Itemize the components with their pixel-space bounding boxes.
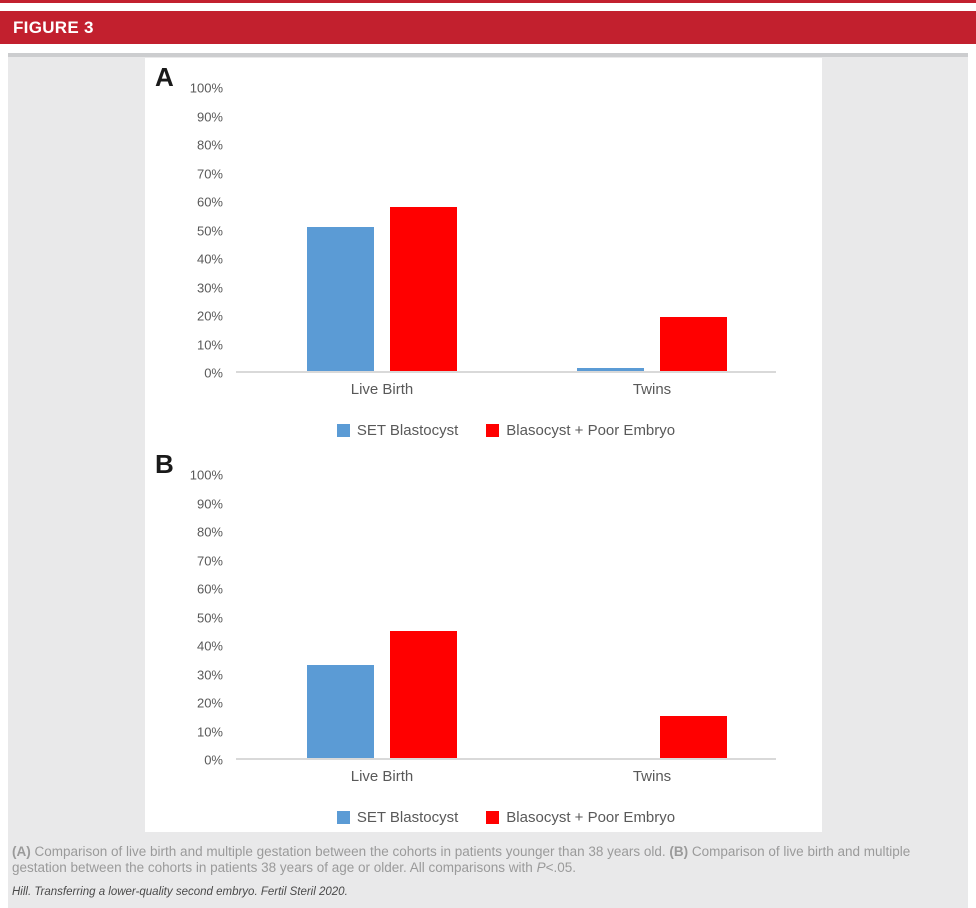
bar-group-live-birth — [236, 88, 506, 371]
y-axis: 100% 90% 80% 70% 60% 50% 40% 30% 20% 10% 0% — [145, 468, 223, 768]
y-tick-label: 40% — [196, 638, 223, 654]
y-tick-label: 70% — [196, 553, 223, 568]
chart-panel: A 100% 90% 80% 70% 60% 50% 40% 30% 20% 10% 0% Live B… — [145, 58, 822, 832]
bar-blasocyst-poor-embryo-twins — [660, 715, 727, 758]
y-tick-label: 50% — [196, 223, 223, 238]
y-tick-label: 100% — [189, 80, 223, 96]
legend-label-blasocyst-poor-embryo: Blasocyst + Poor Embryo — [506, 422, 676, 439]
top-red-rule — [0, 0, 976, 3]
category-labels: Live Birth Twins — [236, 768, 776, 785]
legend-label-blasocyst-poor-embryo: Blasocyst + Poor Embryo — [506, 809, 676, 826]
bar-set-blastocyst-live-birth — [307, 664, 374, 758]
chart-body: 100% 90% 80% 70% 60% 50% 40% 30% 20% 10% 0% Live Bi… — [145, 81, 822, 439]
figure-citation: Hill. Transferring a lower-quality secon… — [12, 886, 348, 899]
caption-b-label: (B) — [669, 844, 689, 859]
bar-set-blastocyst-twins — [577, 368, 644, 371]
legend-item-blasocyst-poor-embryo: Blasocyst + Poor Embryo — [486, 809, 675, 826]
y-tick-label: 90% — [196, 496, 223, 511]
y-tick-label: 90% — [196, 109, 223, 124]
legend-swatch-blasocyst-poor-embryo — [486, 811, 500, 824]
legend-item-blasocyst-poor-embryo: Blasocyst + Poor Embryo — [486, 422, 675, 439]
legend-item-set-blastocyst: SET Blastocyst — [336, 809, 459, 826]
legend-label-set-blastocyst: SET Blastocyst — [356, 422, 459, 439]
legend-swatch-blasocyst-poor-embryo — [486, 424, 500, 437]
y-tick-label: 60% — [196, 581, 223, 597]
bar-blasocyst-poor-embryo-live-birth — [390, 206, 457, 371]
category-labels: Live Birth Twins — [236, 381, 776, 398]
spacer — [0, 3, 976, 11]
y-tick-label: 40% — [196, 251, 223, 267]
legend-swatch-set-blastocyst — [336, 811, 350, 824]
plot-wrap: Live Birth Twins SET Blastocyst Blasocyst +… — [236, 88, 776, 439]
header-divider — [8, 53, 968, 57]
y-tick-label: 0% — [204, 752, 223, 768]
bar-group-twins — [506, 475, 776, 758]
caption-b-text: Comparison of live birth and multiple ge… — [12, 844, 911, 876]
y-axis: 100% 90% 80% 70% 60% 50% 40% 30% 20% 10% 0% — [145, 81, 223, 381]
chart-body: 100% 90% 80% 70% 60% 50% 40% 30% 20% 10% 0% Live Bi… — [145, 468, 822, 826]
legend-swatch-set-blastocyst — [336, 424, 350, 437]
legend-label-set-blastocyst: SET Blastocyst — [356, 809, 459, 826]
caption-p-value: <.05. — [545, 860, 576, 876]
spacer — [0, 44, 976, 53]
category-label-twins: Twins — [632, 381, 672, 398]
bar-group-live-birth — [236, 475, 506, 758]
figure-header: FIGURE 3 — [0, 11, 976, 44]
y-tick-label: 50% — [196, 610, 223, 625]
bar-blasocyst-poor-embryo-twins — [660, 317, 727, 371]
category-label-live-birth: Live Birth — [350, 381, 414, 398]
chart-a: A 100% 90% 80% 70% 60% 50% 40% 30% 20% 10% 0% Live B… — [145, 58, 822, 445]
y-tick-label: 60% — [196, 194, 223, 210]
plot-wrap: Live Birth Twins SET Blastocyst Blasocyst +… — [236, 475, 776, 826]
y-tick-label: 80% — [196, 524, 223, 540]
figure-caption: (A) Comparison of live birth and multipl… — [8, 844, 968, 876]
category-label-live-birth: Live Birth — [350, 768, 414, 785]
legend-item-set-blastocyst: SET Blastocyst — [336, 422, 459, 439]
y-tick-label: 80% — [196, 137, 223, 153]
legend: SET Blastocyst Blasocyst + Poor Embryo — [236, 809, 776, 826]
figure-header-label: FIGURE 3 — [13, 17, 94, 37]
bar-blasocyst-poor-embryo-live-birth — [390, 630, 457, 758]
panel-label-b: B — [155, 449, 174, 479]
caption-p-variable: P — [536, 860, 546, 876]
plot-area — [236, 88, 776, 373]
y-tick-label: 20% — [196, 695, 223, 711]
figure-content-area: A 100% 90% 80% 70% 60% 50% 40% 30% 20% 10% 0% Live B… — [8, 57, 968, 908]
plot-area — [236, 475, 776, 760]
y-tick-label: 10% — [196, 337, 223, 352]
y-tick-label: 0% — [204, 365, 223, 381]
y-tick-label: 70% — [196, 166, 223, 181]
chart-b: B 100% 90% 80% 70% 60% 50% 40% 30% 20% 10% 0% Live B… — [145, 445, 822, 832]
panel-label-a: A — [155, 62, 174, 92]
y-tick-label: 30% — [196, 667, 223, 682]
category-label-twins: Twins — [632, 768, 672, 785]
bar-group-twins — [506, 88, 776, 371]
y-tick-label: 20% — [196, 308, 223, 324]
bar-set-blastocyst-live-birth — [307, 226, 374, 371]
y-tick-label: 10% — [196, 724, 223, 739]
caption-a-label: (A) — [12, 844, 31, 859]
y-tick-label: 100% — [189, 467, 223, 483]
legend: SET Blastocyst Blasocyst + Poor Embryo — [236, 422, 776, 439]
y-tick-label: 30% — [196, 280, 223, 295]
caption-a-text: Comparison of live birth and multiple ge… — [30, 844, 670, 859]
